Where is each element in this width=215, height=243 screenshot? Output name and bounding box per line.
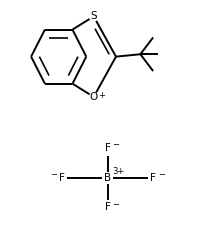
Text: F: F xyxy=(59,173,65,183)
Text: −: − xyxy=(50,170,57,179)
Text: B: B xyxy=(104,173,111,183)
Text: −: − xyxy=(158,170,165,179)
Text: −: − xyxy=(112,140,120,149)
Text: +: + xyxy=(98,91,105,100)
Text: F: F xyxy=(150,173,156,183)
Text: −: − xyxy=(112,200,120,209)
Text: O: O xyxy=(90,92,98,102)
Text: 3+: 3+ xyxy=(112,167,124,176)
Text: F: F xyxy=(104,143,111,153)
Text: F: F xyxy=(104,202,111,212)
Text: S: S xyxy=(90,11,97,21)
